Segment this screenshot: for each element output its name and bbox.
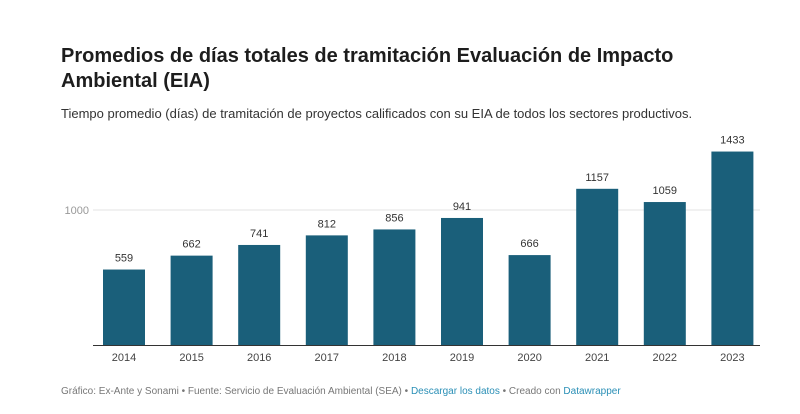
footer-credit: Gráfico: Ex-Ante y Sonami • Fuente: Serv… [61, 386, 411, 397]
data-label: 741 [250, 228, 268, 240]
x-tick-label: 2014 [112, 352, 136, 364]
bar [305, 235, 348, 345]
x-tick-label: 2017 [315, 352, 339, 364]
bar [441, 217, 483, 345]
x-tick-label: 2016 [247, 352, 271, 364]
bar [508, 255, 551, 345]
x-tick-label: 2021 [585, 352, 609, 364]
footer: Gráfico: Ex-Ante y Sonami • Fuente: Serv… [61, 386, 621, 397]
bar [711, 151, 754, 345]
bar [373, 229, 416, 345]
data-label: 941 [453, 201, 471, 213]
y-tick-label: 1000 [65, 205, 89, 217]
bar [576, 188, 619, 345]
chart-subtitle: Tiempo promedio (días) de tramitación de… [61, 106, 693, 121]
bar [238, 244, 281, 345]
bar [103, 269, 145, 345]
x-tick-label: 2018 [382, 352, 406, 364]
x-tick-label: 2023 [720, 352, 744, 364]
datawrapper-link[interactable]: Datawrapper [563, 386, 621, 397]
data-label: 1433 [720, 135, 744, 147]
footer-created: • Creado con [499, 386, 564, 397]
data-label: 662 [182, 239, 200, 251]
bar-chart: 1000 559 2014 662 2015 741 2016 812 2017 856 2018 9… [65, 135, 760, 364]
data-label: 856 [385, 212, 403, 224]
x-tick-label: 2019 [450, 352, 474, 364]
data-label: 1059 [653, 185, 677, 197]
x-tick-label: 2020 [517, 352, 541, 364]
data-label: 666 [520, 238, 538, 250]
chart-title: Promedios de días totales de tramitación… [61, 45, 674, 92]
x-tick-label: 2022 [653, 352, 677, 364]
download-data-link[interactable]: Descargar los datos [410, 386, 500, 397]
data-label: 559 [115, 253, 133, 265]
data-label: 1157 [585, 172, 609, 184]
bar [643, 202, 686, 345]
bar [170, 255, 213, 345]
x-tick-label: 2015 [179, 352, 203, 364]
data-label: 812 [318, 218, 336, 230]
